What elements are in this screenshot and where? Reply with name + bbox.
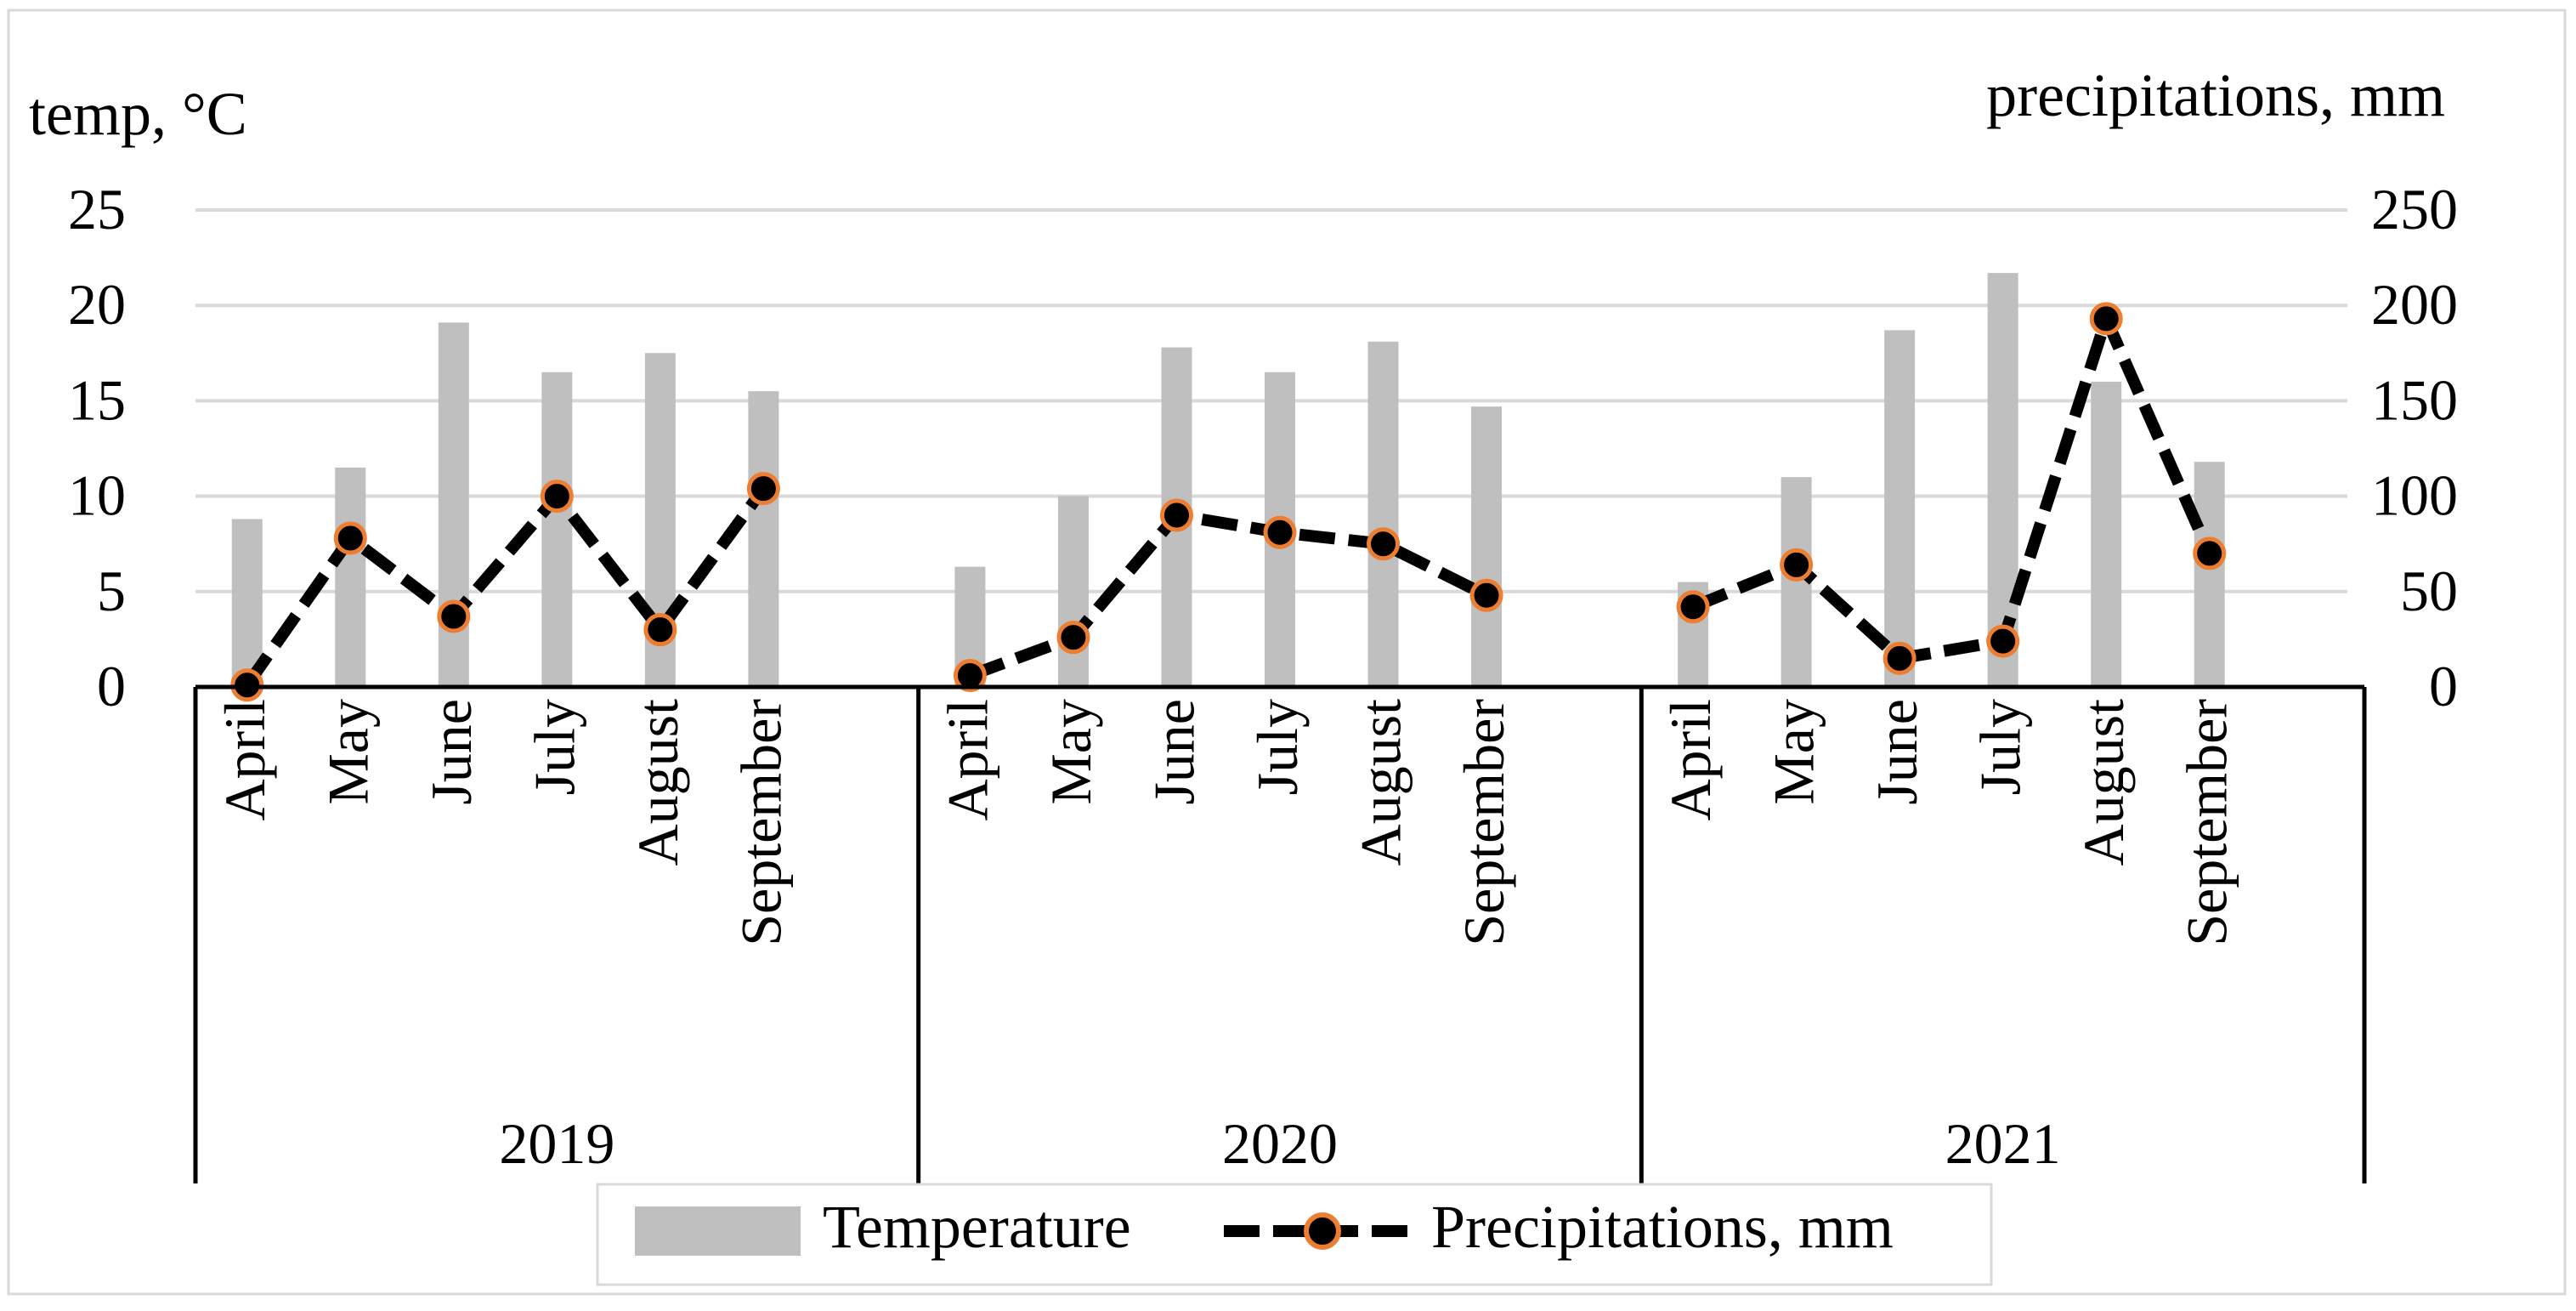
right-axis-title: precipitations, mm — [1986, 61, 2445, 129]
temperature-bar — [1367, 341, 1399, 687]
category-axis: April May June July August September 2019 April… — [193, 684, 2367, 1183]
left-axis-ticks: 0 5 10 15 20 25 — [68, 177, 126, 718]
right-tick-label: 100 — [2371, 463, 2458, 528]
precipitation-point — [540, 480, 574, 514]
precipitation-point — [1159, 498, 1193, 532]
legend: Temperature Precipitations, mm — [596, 1183, 1993, 1286]
month-label: September — [728, 699, 793, 946]
left-tick-label: 5 — [97, 559, 126, 623]
precipitation-point — [1263, 515, 1297, 549]
precipitation-point — [1780, 548, 1814, 582]
month-label: April — [935, 699, 999, 821]
month-label: July — [522, 699, 586, 795]
right-axis-ticks: 0 50 100 150 200 250 — [2371, 177, 2458, 718]
left-tick-label: 10 — [68, 463, 126, 528]
precipitation-point — [1367, 527, 1401, 561]
temperature-bar — [748, 391, 779, 687]
month-label: September — [2175, 699, 2239, 946]
right-tick-label: 200 — [2371, 272, 2458, 337]
temperature-bar — [541, 372, 573, 687]
precipitation-line — [1690, 312, 2216, 665]
precipitation-point — [953, 659, 987, 693]
precipitation-line — [968, 509, 1490, 682]
precipitation-point — [1986, 624, 2020, 658]
year-label: 2019 — [499, 1111, 614, 1176]
left-tick-label: 20 — [68, 272, 126, 337]
legend-precip-marker — [1304, 1212, 1341, 1250]
right-tick-label: 250 — [2371, 177, 2458, 241]
temperature-bar — [2091, 381, 2122, 687]
legend-temperature-label: Temperature — [823, 1193, 1131, 1261]
precipitation-point — [1056, 621, 1090, 655]
temperature-bar — [2194, 462, 2225, 687]
month-label: June — [1141, 699, 1206, 805]
month-label: July — [1245, 699, 1310, 795]
month-label: May — [315, 699, 380, 805]
month-label: July — [1968, 699, 2033, 795]
precipitation-point — [1469, 578, 1503, 612]
month-label: April — [212, 699, 277, 821]
month-label: May — [1039, 699, 1103, 805]
right-tick-label: 150 — [2371, 367, 2458, 432]
precipitation-series — [230, 302, 2227, 702]
month-label: May — [1762, 699, 1826, 805]
month-label: April — [1658, 699, 1723, 821]
precipitation-point — [643, 613, 677, 647]
left-axis-title: temp, °C — [29, 80, 247, 148]
left-tick-label: 0 — [97, 654, 126, 718]
precipitation-line — [242, 485, 769, 689]
right-tick-label: 0 — [2429, 654, 2458, 718]
precipitation-point — [437, 599, 471, 633]
month-label: August — [2071, 699, 2136, 866]
right-tick-label: 50 — [2400, 559, 2458, 623]
left-tick-label: 25 — [68, 177, 126, 241]
precipitation-point — [1882, 641, 1916, 675]
year-label: 2021 — [1945, 1111, 2061, 1176]
temperature-bar — [231, 519, 263, 687]
legend-temperature-swatch — [635, 1206, 801, 1256]
temperature-bar — [1471, 406, 1503, 687]
month-label: September — [1452, 699, 1516, 946]
precipitation-point — [2193, 536, 2227, 570]
precipitation-point — [2089, 302, 2123, 336]
year-label: 2020 — [1222, 1111, 1338, 1176]
legend-precip-label: Precipitations, mm — [1431, 1193, 1894, 1261]
month-label: August — [1349, 699, 1413, 866]
temperature-bar — [1884, 330, 1916, 687]
left-tick-label: 15 — [68, 367, 126, 432]
temperature-bar — [335, 467, 366, 687]
month-label: August — [626, 699, 690, 866]
month-label: June — [1865, 699, 1929, 805]
temperature-bar — [1057, 496, 1089, 687]
precipitation-point — [333, 521, 367, 555]
precipitation-point — [1676, 590, 1710, 624]
precipitation-point — [746, 472, 780, 506]
month-label: June — [419, 699, 484, 805]
